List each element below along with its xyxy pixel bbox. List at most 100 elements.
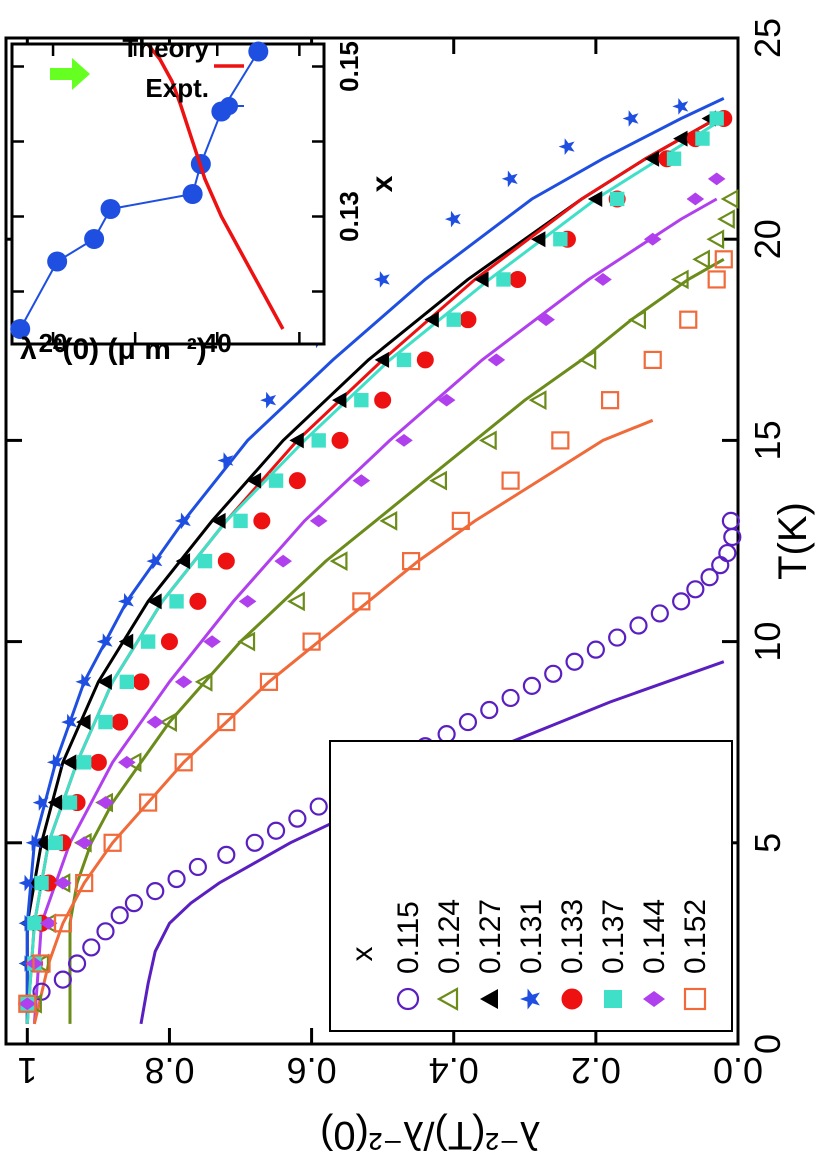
data-point	[96, 633, 113, 650]
data-point	[97, 673, 112, 690]
data-point	[424, 311, 439, 328]
data-point	[643, 350, 662, 370]
data-point	[522, 676, 542, 695]
data-point	[711, 556, 730, 575]
data-point	[33, 834, 48, 851]
data-point	[147, 593, 162, 610]
data-point	[721, 511, 740, 530]
legend-marker-0.152	[683, 987, 707, 1011]
data-point	[444, 210, 461, 228]
data-point	[146, 715, 165, 729]
data-point	[401, 552, 421, 571]
data-point	[672, 592, 691, 611]
data-point	[487, 353, 506, 367]
legend-marker-0.133	[561, 988, 583, 1010]
data-point	[644, 150, 660, 167]
data-point	[18, 997, 37, 1011]
data-point	[217, 845, 236, 864]
data-point	[203, 635, 221, 648]
data-point	[188, 857, 207, 877]
data-point	[217, 712, 236, 732]
inset-legend-expt-label: Expt.	[145, 73, 209, 103]
data-point	[211, 512, 226, 529]
data-point	[189, 592, 207, 610]
data-point	[119, 674, 135, 690]
data-point	[594, 273, 612, 286]
data-point	[75, 673, 92, 691]
data-point	[174, 512, 191, 530]
data-point	[96, 796, 115, 809]
data-point	[718, 543, 737, 563]
main-ticks: 0 5 10 15 20 25 0.0 0.2 0.4 0.6 0.8 1	[6, 18, 788, 1091]
x-tick-label: 25	[747, 18, 788, 58]
data-point	[34, 875, 49, 891]
data-point	[429, 470, 448, 491]
legend-title: x	[346, 947, 379, 962]
data-point	[89, 753, 107, 771]
data-point	[62, 795, 78, 810]
data-point	[123, 752, 142, 773]
data-point	[111, 713, 129, 731]
data-point	[260, 391, 277, 409]
data-point	[32, 954, 51, 973]
y-axis-title: λ⁻²(T)/λ⁻²(0)	[320, 1113, 540, 1157]
legend: x 0.115 0.124 0.127 0.131 0.133 0.137 0.144 0.1…	[329, 740, 733, 1032]
data-point	[686, 580, 705, 599]
data-point	[289, 432, 304, 449]
legend-marker-0.115	[396, 987, 420, 1011]
data-point	[311, 433, 326, 448]
data-point	[509, 270, 527, 288]
data-point	[692, 249, 710, 270]
data-point	[459, 311, 477, 329]
data-point	[608, 628, 627, 647]
data-point	[246, 472, 262, 489]
data-point	[61, 754, 77, 771]
data-point	[679, 310, 698, 329]
legend-items: 0.115 0.124 0.127 0.131 0.133 0.137 0.144 0.152	[392, 899, 712, 1011]
x-tick-label: 20	[747, 219, 788, 259]
data-point	[707, 172, 726, 186]
data-point	[53, 970, 72, 989]
data-point	[600, 391, 620, 410]
data-point	[537, 313, 555, 327]
data-point	[67, 954, 87, 973]
main-plot: 0 5 10 15 20 25 0.0 0.2 0.4 0.6 0.8 1 T(K) λ⁻²(T)/λ…	[4, 18, 815, 1157]
data-point	[395, 434, 413, 447]
data-point	[217, 552, 235, 570]
data-point	[27, 916, 42, 931]
data-point	[437, 393, 456, 407]
data-point	[331, 431, 349, 449]
data-point	[373, 271, 390, 288]
data-point	[245, 833, 264, 852]
series-0.137	[20, 111, 724, 1011]
inset-point	[47, 251, 68, 272]
data-point	[629, 616, 648, 635]
inset-legend-expt-marker	[220, 97, 238, 115]
data-point	[76, 714, 91, 731]
inset-point	[10, 319, 31, 339]
data-point	[75, 873, 94, 893]
data-point	[61, 713, 78, 731]
inset-point	[182, 184, 203, 204]
data-point	[650, 604, 669, 623]
inset-point	[248, 41, 269, 62]
data-point	[686, 192, 705, 206]
data-point	[118, 633, 134, 650]
data-point	[458, 712, 478, 732]
legend-label-0.115: 0.115	[392, 901, 425, 974]
x-tick-label: 15	[747, 420, 788, 460]
data-point	[714, 250, 733, 269]
data-point	[706, 229, 725, 250]
data-point	[474, 271, 489, 288]
data-point	[374, 351, 390, 368]
data-point	[233, 513, 248, 529]
inset-x-tick-label: 0.15	[334, 41, 364, 92]
legend-marker-0.137	[604, 990, 622, 1008]
data-point	[501, 688, 520, 708]
data-point	[354, 392, 369, 408]
data-point	[288, 472, 306, 490]
arrow-shaft	[50, 68, 72, 80]
series-0.124	[24, 189, 739, 1014]
data-point	[717, 209, 735, 229]
data-point	[480, 700, 499, 720]
